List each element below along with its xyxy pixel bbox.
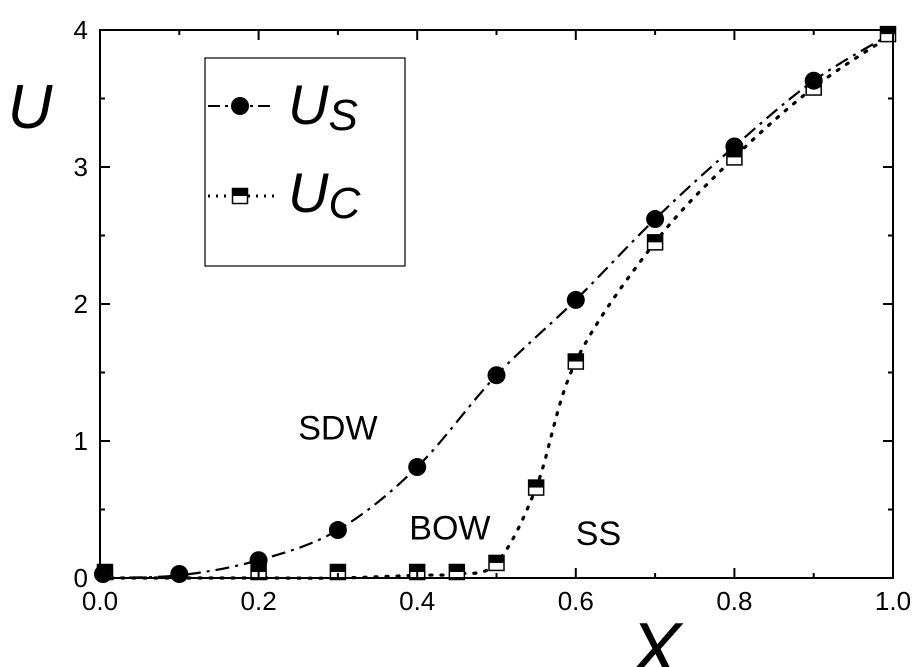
- ticks-layer: [99, 29, 894, 579]
- series-uc-point: [527, 479, 545, 496]
- y-axis-title: U: [8, 73, 54, 142]
- x-axis-title: X: [627, 606, 684, 667]
- series-uc-point: [448, 563, 466, 581]
- annotations-layer: SDW BOW SS: [298, 409, 621, 552]
- x-tick-label: 0.8: [716, 586, 752, 616]
- legend-label-uc-main: U: [288, 161, 329, 224]
- y-tick-label: 1: [74, 426, 88, 456]
- series-us-point: [725, 137, 744, 156]
- series-us-point: [487, 366, 506, 385]
- legend-label-us-main: U: [288, 73, 329, 136]
- legend-marker-uc: [231, 187, 249, 205]
- series-us-point: [249, 551, 268, 570]
- x-tick-label: 0.2: [241, 586, 277, 616]
- legend-label-us: US: [288, 73, 358, 140]
- y-tick-label: 0: [74, 563, 88, 593]
- legend-marker-us: [231, 97, 249, 115]
- x-tick-label: 0.4: [399, 586, 435, 616]
- region-label-ss: SS: [576, 515, 621, 553]
- y-tick-label: 3: [74, 152, 88, 182]
- x-tick-label: 1.0: [875, 586, 911, 616]
- series-uc-point: [567, 353, 585, 370]
- series-us-point: [804, 71, 823, 90]
- legend-label-uc-sub: C: [328, 179, 361, 228]
- series-uc-point: [329, 563, 347, 581]
- series-us-point: [94, 565, 112, 583]
- region-label-bow: BOW: [409, 509, 490, 547]
- series-uc-line: [98, 32, 895, 580]
- series-uc-point: [646, 234, 664, 251]
- series-us-point: [646, 210, 665, 229]
- legend: US UC: [204, 57, 406, 267]
- legend-label-uc: UC: [288, 161, 361, 228]
- y-tick-label: 2: [74, 289, 88, 319]
- series-us-point: [328, 521, 347, 540]
- y-tick-label: 4: [74, 15, 88, 45]
- labels-layer: 0.0 0.2 0.4 0.6 0.8 1.0 0 1 2 3 4: [74, 15, 912, 616]
- legend-box: [204, 57, 406, 267]
- x-tick-label: 0.0: [82, 586, 118, 616]
- legend-uc-square: [231, 187, 249, 205]
- legend-label-us-sub: S: [328, 91, 357, 140]
- region-label-sdw: SDW: [298, 409, 377, 447]
- x-tick-label: 0.6: [558, 586, 594, 616]
- series-us-point: [566, 290, 585, 309]
- series-uc-point: [488, 554, 505, 572]
- series-us-point: [408, 458, 427, 477]
